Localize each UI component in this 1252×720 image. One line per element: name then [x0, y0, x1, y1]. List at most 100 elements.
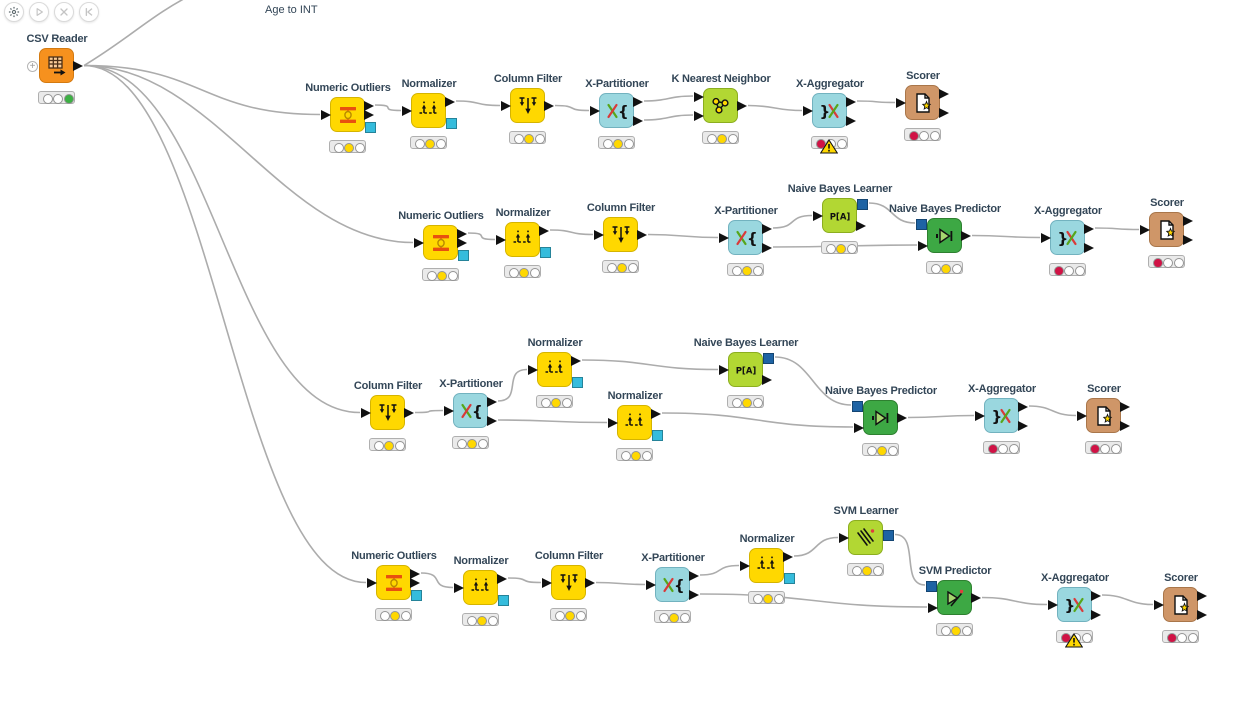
- output-port[interactable]: [1197, 590, 1207, 601]
- output-port[interactable]: [689, 570, 699, 581]
- input-port[interactable]: [414, 238, 424, 248]
- output-port[interactable]: [585, 578, 595, 588]
- input-port[interactable]: [803, 106, 813, 116]
- model-input-port[interactable]: [916, 218, 927, 230]
- node-cf2-column-filter[interactable]: Column Filter: [587, 202, 655, 273]
- input-port[interactable]: [740, 561, 750, 571]
- node-cf1-column-filter[interactable]: Column Filter: [494, 73, 562, 144]
- model-output-port[interactable]: [411, 590, 422, 601]
- node-cf3-column-filter[interactable]: Column Filter: [354, 380, 422, 451]
- input-port[interactable]: [918, 240, 928, 251]
- output-port[interactable]: [637, 230, 647, 240]
- input-port[interactable]: [496, 235, 506, 245]
- output-port[interactable]: [487, 396, 497, 407]
- input-port[interactable]: [501, 101, 511, 111]
- node-sc3-scorer[interactable]: Scorer: [1077, 383, 1130, 454]
- input-port[interactable]: [975, 411, 985, 421]
- output-port[interactable]: [1091, 590, 1101, 601]
- add-port-button[interactable]: +: [27, 61, 38, 72]
- output-port[interactable]: [1183, 215, 1193, 226]
- output-port[interactable]: [410, 568, 420, 579]
- output-port[interactable]: [497, 573, 507, 584]
- node-csv-csv-reader[interactable]: CSV Reader +: [27, 33, 88, 104]
- output-port[interactable]: [762, 374, 772, 385]
- output-port[interactable]: [487, 415, 497, 426]
- input-port[interactable]: [1048, 600, 1058, 610]
- input-port[interactable]: [594, 230, 604, 240]
- node-nbl3-naive-bayes-learner[interactable]: P[A] Naive Bayes Learner: [694, 337, 798, 408]
- node-xp3-x-partitioner[interactable]: {X-Partitioner: [439, 378, 503, 449]
- output-port[interactable]: [1197, 609, 1207, 620]
- input-port[interactable]: [694, 91, 704, 102]
- output-port[interactable]: [762, 242, 772, 253]
- model-output-port[interactable]: [883, 530, 894, 541]
- input-port[interactable]: [896, 98, 906, 108]
- model-input-port[interactable]: [926, 580, 937, 592]
- input-port[interactable]: [719, 365, 729, 375]
- input-port[interactable]: [528, 365, 538, 375]
- node-n4-normalizer[interactable]: Normalizer: [454, 555, 509, 626]
- input-port[interactable]: [608, 418, 618, 428]
- input-port[interactable]: [1041, 233, 1051, 243]
- model-output-port[interactable]: [572, 377, 583, 388]
- output-port[interactable]: [544, 101, 554, 111]
- execute-button[interactable]: [29, 2, 49, 22]
- model-output-port[interactable]: [763, 352, 774, 364]
- input-port[interactable]: [1154, 600, 1164, 610]
- output-port[interactable]: [457, 238, 467, 248]
- output-port[interactable]: [961, 231, 971, 241]
- node-xa3-x-aggregator[interactable]: } X-Aggregator: [968, 383, 1036, 454]
- node-nbp2-naive-bayes-predictor[interactable]: Naive Bayes Predictor: [889, 203, 1001, 274]
- output-port[interactable]: [633, 115, 643, 126]
- model-output-port[interactable]: [498, 595, 509, 606]
- input-port[interactable]: [719, 233, 729, 243]
- output-port[interactable]: [1091, 609, 1101, 620]
- node-n1-normalizer[interactable]: Normalizer: [402, 78, 457, 149]
- output-port[interactable]: [539, 225, 549, 236]
- input-port[interactable]: [321, 110, 331, 120]
- input-port[interactable]: [542, 578, 552, 588]
- input-port[interactable]: [402, 106, 412, 116]
- input-port[interactable]: [1077, 411, 1087, 421]
- node-xa2-x-aggregator[interactable]: } X-Aggregator: [1034, 205, 1102, 276]
- node-nbp3-naive-bayes-predictor[interactable]: Naive Bayes Predictor: [825, 385, 937, 456]
- node-n5-normalizer[interactable]: Normalizer: [740, 533, 795, 604]
- output-port[interactable]: [783, 551, 793, 562]
- node-no4-numeric-outliers[interactable]: Numeric Outliers: [351, 550, 437, 621]
- input-port[interactable]: [813, 211, 823, 221]
- input-port[interactable]: [694, 110, 704, 121]
- model-output-port[interactable]: [446, 118, 457, 129]
- output-port[interactable]: [971, 593, 981, 603]
- model-input-port[interactable]: [852, 400, 863, 412]
- node-n3a-normalizer[interactable]: Normalizer: [528, 337, 583, 408]
- model-output-port[interactable]: [540, 247, 551, 258]
- model-output-port[interactable]: [784, 573, 795, 584]
- model-output-port[interactable]: [458, 250, 469, 261]
- input-port[interactable]: [590, 106, 600, 116]
- output-port[interactable]: [1018, 401, 1028, 412]
- node-xp4-x-partitioner[interactable]: {X-Partitioner: [641, 552, 705, 623]
- node-n3b-normalizer[interactable]: Normalizer: [608, 390, 663, 461]
- node-no2-numeric-outliers[interactable]: Numeric Outliers: [398, 210, 484, 281]
- output-port[interactable]: [939, 88, 949, 99]
- output-port[interactable]: [897, 413, 907, 423]
- output-port[interactable]: [445, 96, 455, 107]
- output-port[interactable]: [364, 100, 374, 111]
- input-port[interactable]: [854, 422, 864, 433]
- model-output-port[interactable]: [365, 122, 376, 133]
- node-cf4-column-filter[interactable]: Column Filter: [535, 550, 603, 621]
- reset-button[interactable]: [79, 2, 99, 22]
- node-sc1-scorer[interactable]: Scorer: [896, 70, 949, 141]
- output-port[interactable]: [1084, 242, 1094, 253]
- output-port[interactable]: [1084, 223, 1094, 234]
- output-port[interactable]: [856, 220, 866, 231]
- node-xp2-x-partitioner[interactable]: {X-Partitioner: [714, 205, 778, 276]
- output-port[interactable]: [404, 408, 414, 418]
- output-port[interactable]: [410, 578, 420, 588]
- node-no1-numeric-outliers[interactable]: Numeric Outliers: [305, 82, 391, 153]
- input-port[interactable]: [928, 602, 938, 613]
- input-port[interactable]: [1140, 225, 1150, 235]
- node-svml-svm-learner[interactable]: SVM Learner: [833, 505, 899, 576]
- model-output-port[interactable]: [857, 198, 868, 210]
